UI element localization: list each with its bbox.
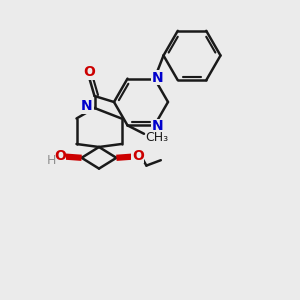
Text: N: N: [81, 100, 93, 113]
Text: CH₃: CH₃: [146, 131, 169, 144]
Text: O: O: [132, 149, 144, 163]
Text: N: N: [152, 119, 163, 133]
Text: O: O: [83, 65, 95, 79]
Text: O: O: [54, 149, 66, 163]
Text: H: H: [47, 154, 57, 167]
Text: N: N: [152, 71, 163, 85]
